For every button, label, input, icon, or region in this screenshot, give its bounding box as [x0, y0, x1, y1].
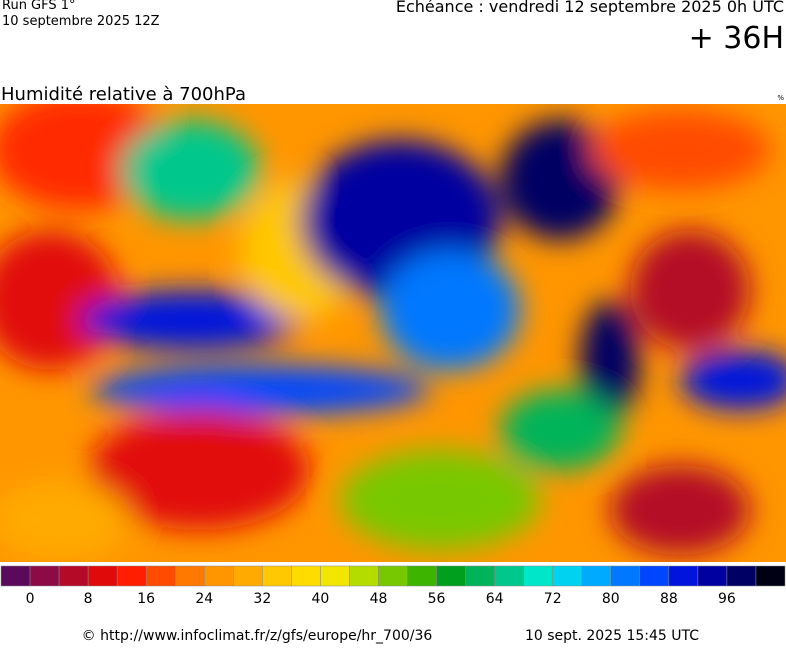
colorbar-swatch: [494, 565, 524, 587]
colorbar-swatch: [436, 565, 466, 587]
colorbar-swatch: [697, 565, 728, 587]
field-blob: [610, 465, 750, 555]
colorbar-swatch: [523, 565, 553, 587]
colorbar-swatch: [204, 565, 234, 587]
colorbar-tick-label: 96: [718, 591, 736, 607]
field-blob: [90, 365, 430, 415]
colorbar-tick-label: 0: [26, 591, 35, 607]
colorbar-tick-label: 40: [311, 591, 329, 607]
field-blob: [340, 450, 540, 550]
field-blob: [500, 390, 620, 470]
field-blob: [590, 110, 770, 190]
colorbar-swatch: [262, 565, 292, 587]
field-blob: [120, 120, 260, 220]
timestamp: 10 sept. 2025 15:45 UTC: [525, 628, 699, 644]
colorbar-swatch: [465, 565, 495, 587]
colorbar-swatch: [145, 565, 176, 587]
colorbar-swatch: [29, 565, 60, 587]
colorbar-swatch: [581, 565, 612, 587]
colorbar-swatch: [87, 565, 118, 587]
colorbar-tick-label: 16: [137, 591, 155, 607]
colorbar-swatch: [755, 565, 786, 587]
colorbar-swatch: [174, 565, 205, 587]
colorbar-tick-label: 80: [602, 591, 620, 607]
colorbar-tick-label: 24: [195, 591, 213, 607]
lead-time: + 36H: [689, 21, 784, 56]
unit-label: %: [777, 94, 784, 102]
colorbar-swatch: [378, 565, 408, 587]
colorbar-tick-label: 88: [660, 591, 678, 607]
humidity-field: [0, 104, 786, 562]
valid-time: Echéance : vendredi 12 septembre 2025 0h…: [396, 0, 784, 16]
colorbar-swatch: [407, 565, 437, 587]
field-blob: [380, 250, 520, 370]
field-blob: [680, 350, 786, 410]
colorbar-swatch: [320, 565, 350, 587]
colorbar-swatch: [726, 565, 757, 587]
colorbar-tick-label: 64: [486, 591, 504, 607]
source-url: © http://www.infoclimat.fr/z/gfs/europe/…: [82, 628, 433, 644]
colorbar-swatch: [58, 565, 89, 587]
field-blob: [0, 480, 130, 560]
field-blob: [80, 290, 300, 350]
field-blob: [90, 410, 310, 530]
colorbar-tick-label: 48: [370, 591, 388, 607]
field-blob: [630, 230, 750, 350]
colorbar-swatch: [610, 565, 641, 587]
colorbar-swatch: [116, 565, 147, 587]
field-blob: [580, 300, 640, 420]
colorbar-tick-label: 32: [253, 591, 271, 607]
colorbar-tick-label: 56: [428, 591, 446, 607]
colorbar-swatch: [233, 565, 263, 587]
run-date: 10 septembre 2025 12Z: [2, 14, 160, 29]
colorbar-swatch: [0, 565, 31, 587]
colorbar-swatch: [349, 565, 379, 587]
map-title: Humidité relative à 700hPa: [1, 84, 246, 105]
field-blob: [0, 230, 120, 370]
field-blobs: [0, 104, 786, 560]
colorbar: 0 8 16 24 32 40 48 56 64 72 80 88 96: [0, 565, 786, 607]
colorbar-swatch: [668, 565, 699, 587]
colorbar-tick-label: 8: [84, 591, 93, 607]
colorbar-swatch: [291, 565, 321, 587]
run-label: Run GFS 1°: [2, 0, 76, 13]
colorbar-swatch: [552, 565, 582, 587]
colorbar-tick-label: 72: [544, 591, 562, 607]
colorbar-swatch: [639, 565, 670, 587]
